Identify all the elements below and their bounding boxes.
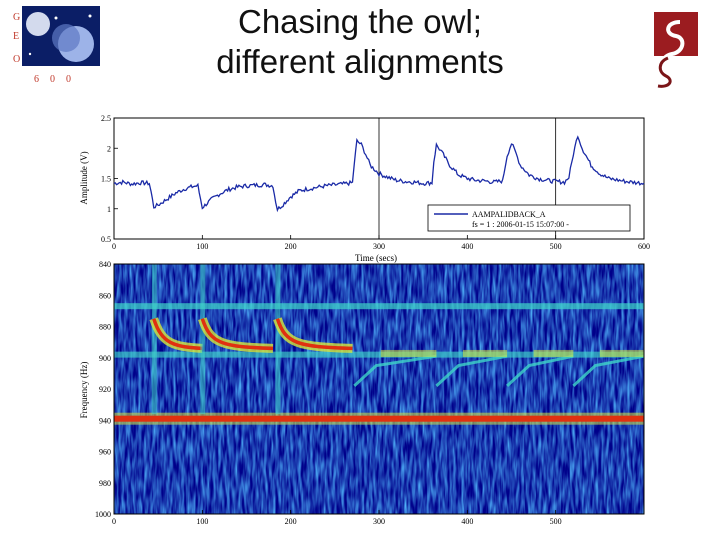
spectral-line-strong <box>114 415 644 422</box>
title-line-2: different alignments <box>216 43 504 80</box>
amplitude-series-line <box>113 135 645 213</box>
spec-y-tick-label: 940 <box>99 416 111 425</box>
spec-y-tick-label: 840 <box>99 260 111 269</box>
slide-title: Chasing the owl; different alignments <box>150 2 570 82</box>
amp-y-tick-label: 2 <box>107 144 111 153</box>
spec-y-tick-label: 900 <box>99 354 111 363</box>
chirp-curve <box>152 318 203 351</box>
amp-x-tick-label: 300 <box>373 242 385 251</box>
amp-x-tick-label: 100 <box>196 242 208 251</box>
legend-info: fs = 1 : 2006-01-15 15:07:00 - <box>472 220 569 229</box>
spec-y-tick-label: 1000 <box>95 510 111 519</box>
amp-y-tick-label: 1.5 <box>101 175 111 184</box>
y-axis-label: Amplitude (V) <box>79 151 89 204</box>
amp-x-tick-label: 500 <box>550 242 562 251</box>
weak-band <box>599 349 644 357</box>
spec-y-tick-label: 920 <box>99 385 111 394</box>
transient-streak <box>200 264 206 414</box>
weak-chirp <box>506 354 574 387</box>
logo-digit-0a: 0 <box>50 74 55 85</box>
amp-y-tick-label: 1 <box>107 205 111 214</box>
amp-y-tick-label: 0.5 <box>101 235 111 244</box>
spectral-line <box>114 351 644 358</box>
spec-x-tick-label: 100 <box>196 517 208 526</box>
weak-chirp <box>353 354 437 387</box>
logo-moon <box>26 12 50 36</box>
logo-swirl <box>657 20 685 89</box>
chirp-curve <box>200 318 274 351</box>
spec-x-tick-label: 300 <box>373 517 385 526</box>
title-line-1: Chasing the owl; <box>238 3 482 40</box>
spec-y-tick-label: 880 <box>99 323 111 332</box>
spec-y-tick-label: 860 <box>99 291 111 300</box>
spec-x-tick-label: 0 <box>112 517 116 526</box>
amp-x-tick-labels: 0 100 200 300 400 500 600 <box>112 235 650 251</box>
logo-letter-g: G <box>13 12 20 23</box>
spectrogram-chart: 0 100 200 300 400 500 840 860 880 900 920 940 960 98… <box>79 260 645 526</box>
freq-axis-label: Frequency (Hz) <box>79 362 89 419</box>
amp-x-tick-label: 0 <box>112 242 116 251</box>
spec-y-tick-label: 960 <box>99 448 111 457</box>
weak-band <box>380 349 437 357</box>
amplitude-chart: 0 100 200 300 400 500 600 0.5 1 1.5 2 2.5 Time (se… <box>79 114 650 263</box>
spec-x-tick-label: 200 <box>285 517 297 526</box>
legend-box: AAMPALIDBACK_A fs = 1 : 2006-01-15 15:07… <box>427 204 631 232</box>
amp-x-tick-label: 600 <box>638 242 650 251</box>
amp-y-tick-label: 2.5 <box>101 114 111 123</box>
transient-streak <box>151 264 157 414</box>
spec-y-tick-labels: 840 860 880 900 920 940 960 980 1000 <box>95 260 111 519</box>
amp-x-tick-label: 200 <box>285 242 297 251</box>
spectrogram-features <box>114 264 645 425</box>
spectrogram-noise <box>114 264 644 514</box>
chirp-curve <box>275 318 353 351</box>
transient-streak <box>275 264 281 414</box>
logo-letter-e: E <box>13 31 19 42</box>
amp-x-tick-label: 400 <box>461 242 473 251</box>
spec-y-tick-label: 980 <box>99 479 111 488</box>
weak-chirp <box>435 354 508 387</box>
amp-y-tick-labels: 0.5 1 1.5 2 2.5 <box>101 114 118 244</box>
spec-x-tick-label: 500 <box>550 517 562 526</box>
geo600-logo: G E O 6 0 0 <box>4 4 104 92</box>
logo-letter-o: O <box>13 54 20 65</box>
logo-digit-6: 6 <box>34 74 39 85</box>
weak-chirp <box>572 354 645 387</box>
legend-label: AAMPALIDBACK_A <box>472 210 546 219</box>
weak-band <box>462 349 508 357</box>
x-axis-label: Time (secs) <box>355 253 397 263</box>
spectral-line <box>114 303 644 310</box>
institute-logo <box>640 8 708 92</box>
logo-digit-0b: 0 <box>66 74 71 85</box>
spec-x-tick-label: 400 <box>461 517 473 526</box>
weak-band <box>533 349 574 357</box>
spec-x-tick-labels: 0 100 200 300 400 500 <box>112 510 562 526</box>
